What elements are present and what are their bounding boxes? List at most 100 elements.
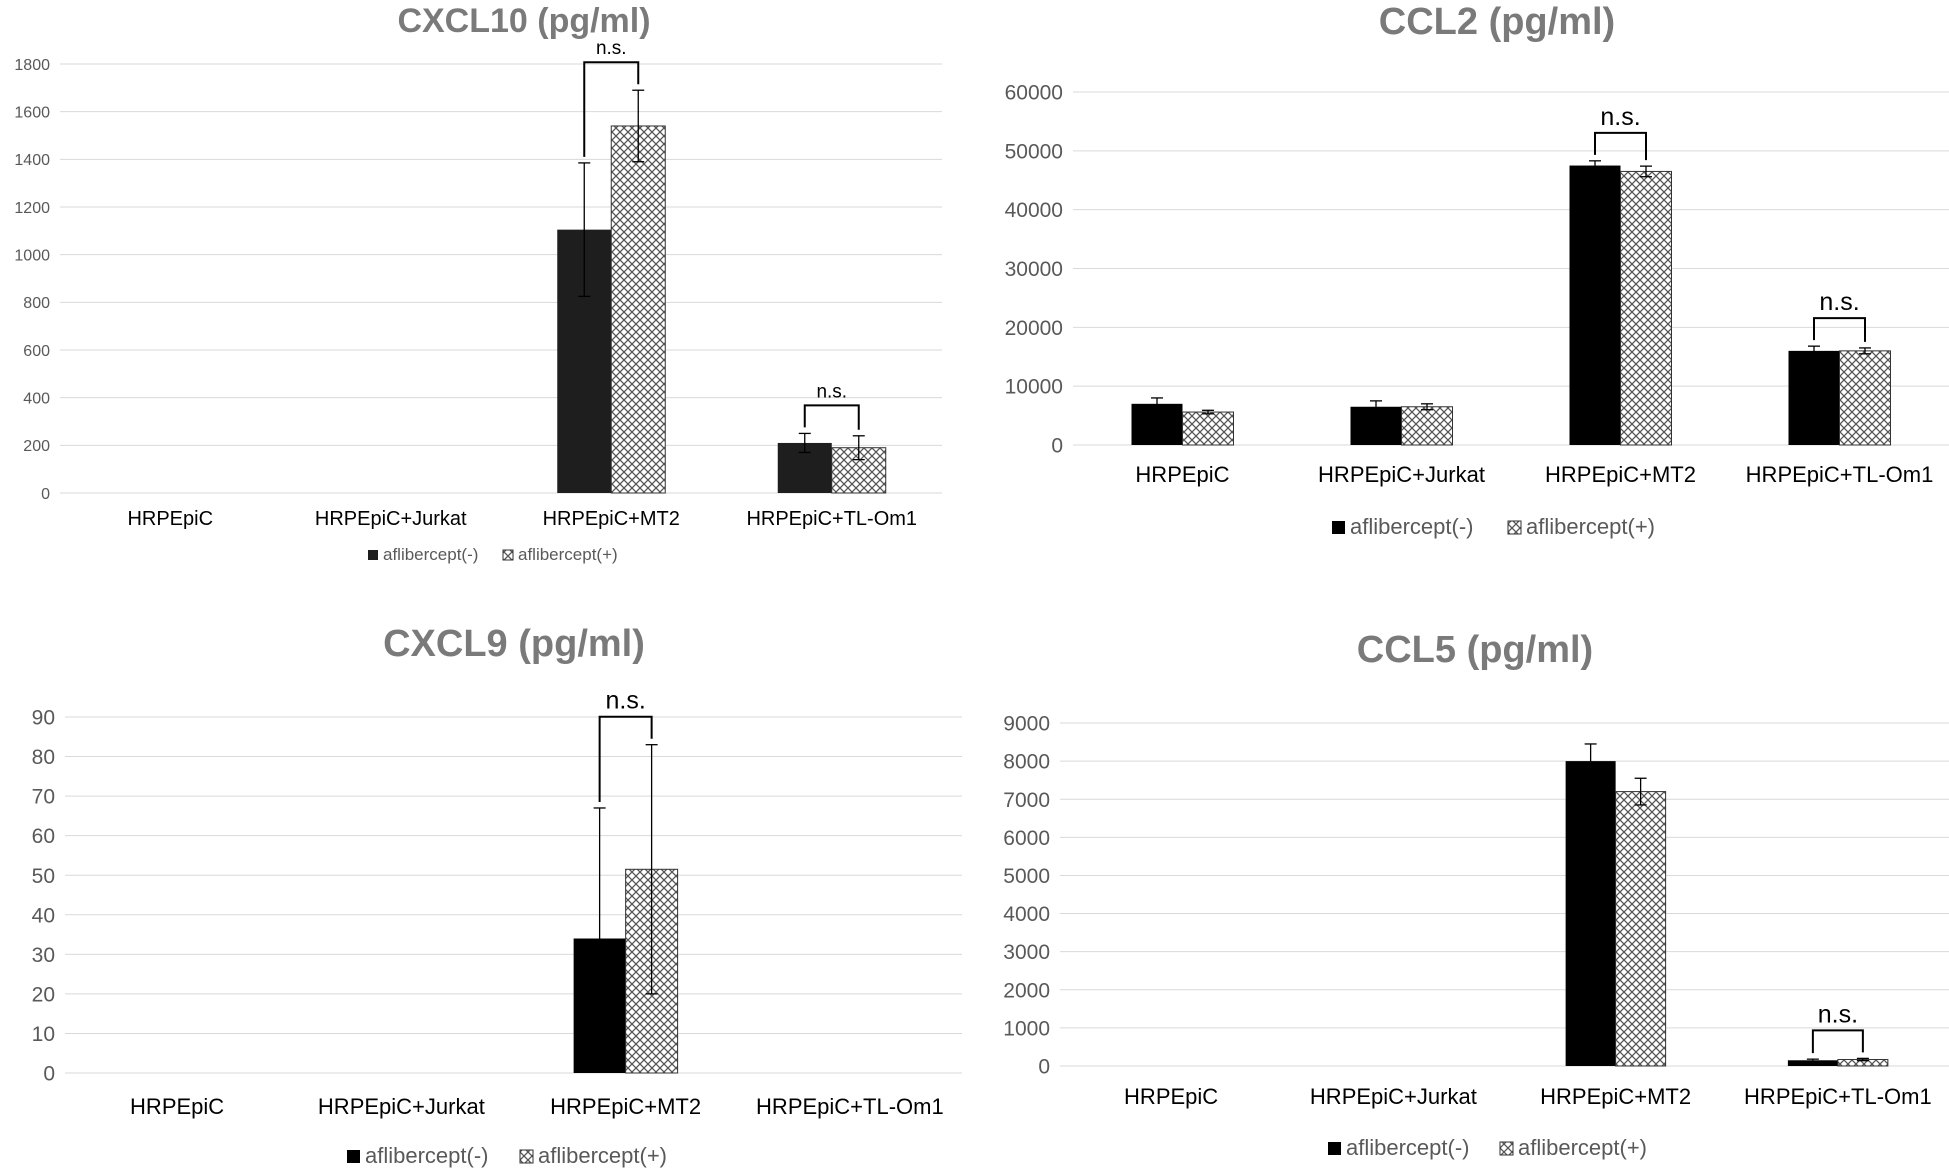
y-tick-label: 400 — [23, 390, 50, 407]
legend-swatch-aflibercept-neg — [347, 1150, 360, 1163]
y-tick-label: 10 — [32, 1023, 55, 1046]
y-tick-label: 4000 — [1003, 903, 1050, 926]
legend-label: aflibercept(+) — [1518, 1135, 1647, 1160]
y-tick-label: 800 — [23, 295, 50, 312]
y-tick-label: 2000 — [1003, 979, 1050, 1002]
bar-aflibercept-pos — [1401, 406, 1453, 446]
significance-bracket — [803, 404, 860, 430]
significance-label: n.s. — [596, 38, 627, 59]
charts-root: CXCL10 (pg/ml)02004006008001000120014001… — [14, 1, 1949, 1168]
significance-label: n.s. — [816, 381, 847, 402]
category-label: HRPEpiC — [1135, 462, 1229, 487]
y-tick-label: 6000 — [1003, 827, 1050, 850]
y-tick-label: 90 — [32, 707, 55, 730]
y-tick-label: 8000 — [1003, 751, 1050, 774]
y-tick-label: 3000 — [1003, 941, 1050, 964]
legend-label: aflibercept(+) — [538, 1143, 667, 1168]
significance-label: n.s. — [1819, 288, 1859, 316]
significance-bracket — [583, 61, 640, 157]
bar-aflibercept-pos — [1182, 411, 1234, 446]
chart-title: CXCL10 (pg/ml) — [397, 2, 650, 40]
category-label: HRPEpiC+Jurkat — [315, 508, 467, 530]
significance-label: n.s. — [605, 687, 645, 715]
y-tick-label: 70 — [32, 786, 55, 809]
legend-label: aflibercept(-) — [1346, 1135, 1469, 1160]
y-tick-label: 1000 — [14, 247, 50, 264]
significance-label: n.s. — [1818, 1000, 1858, 1028]
y-tick-label: 60 — [32, 825, 55, 848]
bar-aflibercept-pos — [1839, 350, 1891, 446]
category-label: HRPEpiC+MT2 — [1540, 1084, 1691, 1109]
category-label: HRPEpiC+Jurkat — [1310, 1084, 1477, 1109]
y-tick-label: 0 — [1051, 435, 1063, 458]
category-label: HRPEpiC+Jurkat — [1318, 462, 1485, 487]
y-tick-label: 200 — [23, 438, 50, 455]
y-tick-label: 80 — [32, 746, 55, 769]
legend-label: aflibercept(-) — [365, 1143, 488, 1168]
significance-label: n.s. — [1600, 103, 1640, 131]
bar-aflibercept-pos — [1620, 170, 1672, 446]
y-tick-label: 20 — [32, 983, 55, 1006]
y-tick-label: 0 — [43, 1063, 55, 1086]
bar-aflibercept-neg — [1569, 165, 1621, 445]
bar-aflibercept-neg — [1565, 761, 1616, 1066]
category-label: HRPEpiC+MT2 — [543, 508, 680, 530]
category-label: HRPEpiC+Jurkat — [318, 1094, 485, 1119]
legend-label: aflibercept(-) — [1350, 514, 1473, 539]
y-tick-label: 5000 — [1003, 865, 1050, 888]
chart-panel-3: CXCL9 (pg/ml) 0 10 20 30 40 50 60 70 80 90 HRPEpiC H… — [32, 623, 962, 1168]
chart-title: CCL5 (pg/ml) — [1357, 629, 1593, 671]
legend-swatch-aflibercept-pos — [519, 1149, 534, 1164]
chart-panel-1: CXCL10 (pg/ml) 0 200 400 600 800 1000 1200 1400 1… — [14, 2, 942, 564]
category-label: HRPEpiC — [1124, 1084, 1218, 1109]
significance-bracket — [1594, 131, 1647, 161]
y-tick-label: 30 — [32, 944, 55, 967]
y-tick-label: 1400 — [14, 152, 50, 169]
category-label: HRPEpiC+TL-Om1 — [1746, 462, 1934, 487]
bar-aflibercept-neg — [1788, 350, 1840, 445]
chart-title: CCL2 (pg/ml) — [1379, 1, 1615, 43]
legend-label: aflibercept(-) — [383, 545, 478, 564]
y-tick-label: 1000 — [1003, 1017, 1050, 1040]
y-tick-label: 10000 — [1005, 376, 1063, 399]
legend-swatch-aflibercept-neg — [368, 550, 378, 560]
legend-label: aflibercept(+) — [1526, 514, 1655, 539]
y-tick-label: 50 — [32, 865, 55, 888]
bar-aflibercept-pos — [1615, 791, 1667, 1067]
significance-bracket — [598, 715, 653, 802]
category-label: HRPEpiC+TL-Om1 — [746, 508, 917, 530]
legend-swatch-aflibercept-neg — [1332, 521, 1345, 534]
legend-swatch-aflibercept-pos — [502, 549, 514, 561]
significance-bracket — [1813, 317, 1866, 342]
bar-aflibercept-neg — [1787, 1060, 1838, 1066]
y-tick-label: 20000 — [1005, 317, 1063, 340]
bar-aflibercept-pos — [610, 125, 666, 494]
y-tick-label: 9000 — [1003, 713, 1050, 736]
y-tick-label: 40 — [32, 904, 55, 927]
y-tick-label: 0 — [41, 486, 50, 503]
category-label: HRPEpiC+TL-Om1 — [1744, 1084, 1932, 1109]
category-label: HRPEpiC+MT2 — [550, 1094, 701, 1119]
y-tick-label: 50000 — [1005, 140, 1063, 163]
y-tick-label: 600 — [23, 343, 50, 360]
y-tick-label: 30000 — [1005, 258, 1063, 281]
y-tick-label: 0 — [1038, 1056, 1050, 1079]
y-tick-label: 40000 — [1005, 199, 1063, 222]
category-label: HRPEpiC+TL-Om1 — [756, 1094, 944, 1119]
y-tick-label: 1800 — [14, 57, 50, 74]
chart-title: CXCL9 (pg/ml) — [383, 623, 645, 665]
category-label: HRPEpiC — [127, 508, 213, 530]
y-tick-label: 1600 — [14, 104, 50, 121]
y-tick-label: 60000 — [1005, 82, 1063, 105]
category-label: HRPEpiC+MT2 — [1545, 462, 1696, 487]
category-label: HRPEpiC — [130, 1094, 224, 1119]
y-tick-label: 7000 — [1003, 789, 1050, 812]
legend-swatch-aflibercept-pos — [1499, 1141, 1514, 1156]
legend-label: aflibercept(+) — [518, 545, 618, 564]
y-tick-label: 1200 — [14, 200, 50, 217]
chart-panel-4: CCL5 (pg/ml) 0 1000 2000 3000 4000 5000 6000 700… — [1003, 629, 1949, 1160]
significance-bracket — [1811, 1029, 1864, 1054]
legend-swatch-aflibercept-pos — [1507, 520, 1522, 535]
legend-swatch-aflibercept-neg — [1328, 1142, 1341, 1155]
